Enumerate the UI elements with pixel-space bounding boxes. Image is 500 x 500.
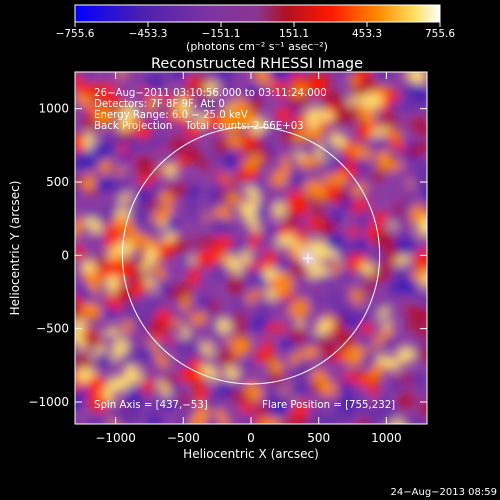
annotation-flare-position: Flare Position = [755,232] (262, 400, 395, 411)
x-axis-label: Heliocentric X (arcsec) (183, 447, 319, 461)
colorbar: −755.6 −453.3 −151.1 151.1 453.3 755.6 (photo… (56, 4, 455, 53)
colorbar-tick-label: 755.6 (425, 28, 455, 40)
solar-limb-circle (121, 126, 381, 385)
y-tick-label: 0 (61, 248, 69, 262)
annotation-spin-axis: Spin Axis = [437,−53] (94, 400, 208, 411)
y-tick-label: −1000 (28, 395, 69, 409)
x-tick-label: 500 (307, 431, 330, 445)
colorbar-tick-label: 151.1 (279, 28, 309, 40)
y-tick-label: −500 (36, 322, 69, 336)
y-tick-label: 500 (46, 175, 69, 189)
flare-position-marker (302, 253, 313, 264)
footer-timestamp: 24−Aug−2013 08:59 (391, 487, 497, 498)
colorbar-tick-label: −755.6 (56, 28, 95, 40)
colorbar-unit-label: (photons cm⁻² s⁻¹ asec⁻²) (186, 40, 328, 53)
heatmap-image (75, 72, 427, 424)
axis-ticks: −1000 −500 0 500 1000 −1000 −500 0 500 1000 (28, 72, 427, 445)
annotation-detectors: Detectors: 7F 8F 9F, Att 0 (94, 99, 225, 110)
annotation-block: 26−Aug−2011 03:10:56.000 to 03:11:24.000… (94, 88, 395, 411)
annotation-energy-range: Energy Range: 6.0 − 25.0 keV (94, 110, 248, 121)
chart-title: Reconstructed RHESSI Image (151, 56, 363, 72)
y-tick-label: 1000 (38, 102, 69, 116)
x-tick-label: 0 (247, 431, 255, 445)
colorbar-tick-label: 453.3 (352, 28, 382, 40)
x-tick-label: 1000 (371, 431, 402, 445)
y-axis-label: Heliocentric Y (arcsec) (8, 181, 22, 316)
colorbar-ticks: −755.6 −453.3 −151.1 151.1 453.3 755.6 (56, 22, 455, 40)
annotation-time-range: 26−Aug−2011 03:10:56.000 to 03:11:24.000 (94, 88, 327, 99)
colorbar-tick-label: −151.1 (202, 28, 241, 40)
annotation-method-counts: Back Projection Total counts: 2.66E+03 (94, 121, 304, 132)
x-tick-label: −500 (167, 431, 200, 445)
colorbar-tick-label: −453.3 (129, 28, 168, 40)
x-tick-label: −1000 (95, 431, 136, 445)
colorbar-gradient (74, 4, 441, 23)
plot-area: −1000 −500 0 500 1000 −1000 −500 0 500 1000 26−Au… (28, 71, 428, 445)
